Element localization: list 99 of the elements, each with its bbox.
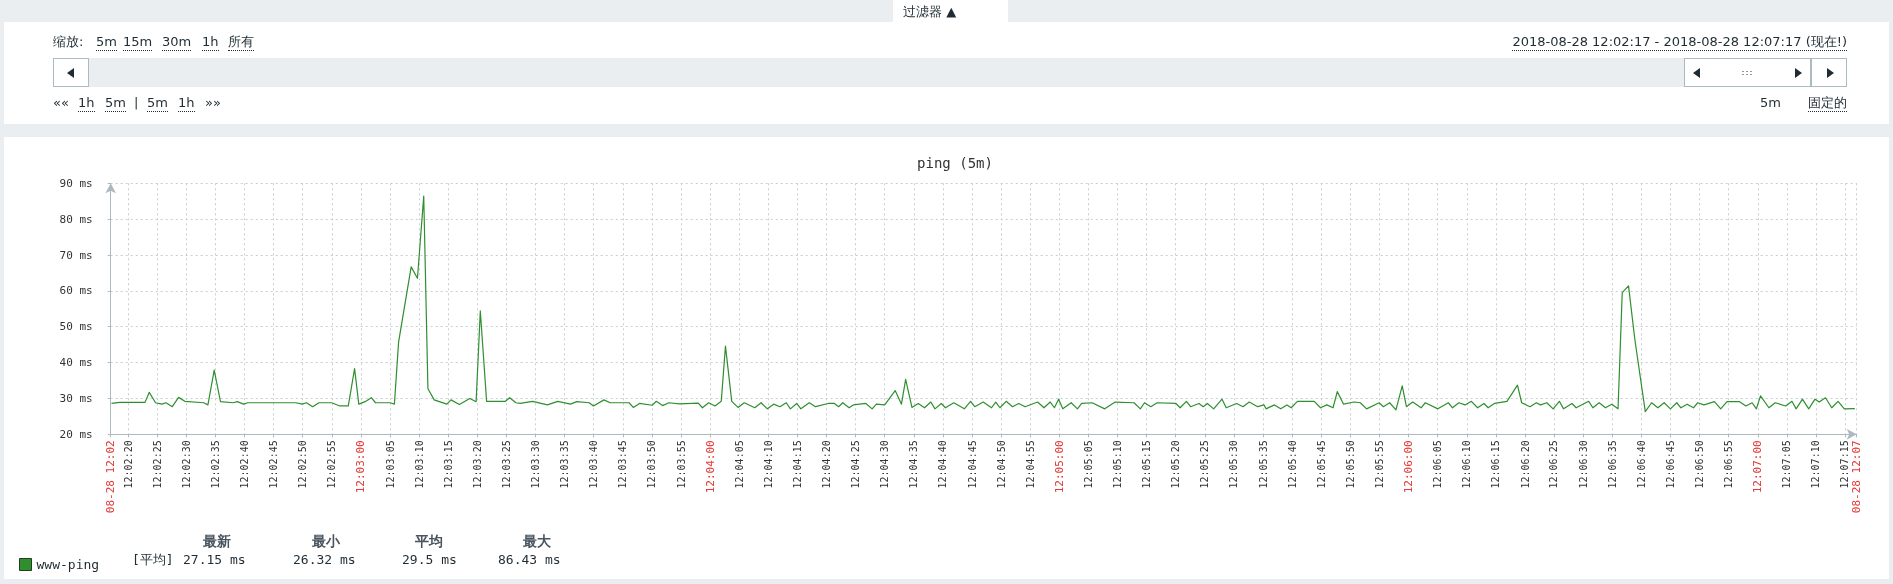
text: | (134, 95, 139, 111)
x-tick-label: 12:06:35 (1606, 440, 1618, 489)
x-tick-label: 12:05:20 (1170, 440, 1182, 489)
text: 缩放: (53, 34, 84, 50)
text: 5m (147, 95, 168, 112)
x-tick-label: 12:03:40 (588, 440, 600, 489)
x-tick-label: 12:04:55 (1024, 440, 1036, 489)
y-tick-label: 20 ms (59, 427, 93, 441)
y-tick-label: 40 ms (59, 356, 93, 370)
x-tick-label: 12:05:30 (1228, 440, 1240, 489)
text: 1h (178, 95, 195, 112)
x-tick-label: 12:02:40 (238, 440, 250, 489)
text: «« (53, 95, 69, 111)
x-tick-label: 12:04:15 (791, 440, 803, 489)
x-tick-label: 12:03:45 (617, 440, 629, 489)
x-tick-label: 08-28 12:02 (104, 440, 118, 514)
y-tick-label: 90 ms (59, 176, 93, 190)
line-series (110, 195, 1856, 413)
text: 5m (96, 34, 117, 51)
y-tick-label: 60 ms (59, 284, 93, 298)
text: [平均] (132, 552, 174, 568)
text: 过滤器 ▲ (903, 4, 957, 20)
x-tick-label: 12:04:35 (908, 440, 920, 489)
x-tick-label: 12:04:10 (762, 440, 774, 489)
text: 15m (123, 34, 153, 51)
x-tick-label: 12:03:55 (675, 440, 687, 489)
x-tick-label: 12:03:35 (559, 440, 571, 489)
x-tick-label: 12:04:45 (966, 440, 978, 489)
text: 最小 (312, 533, 340, 549)
x-tick-label: 12:07:05 (1781, 440, 1793, 489)
text: 最大 (523, 533, 551, 549)
x-tick-label: 12:07:15 (1839, 440, 1851, 489)
text: 30m (162, 34, 192, 51)
x-tick-label: 12:06:15 (1490, 440, 1502, 489)
text: 固定的 (1808, 95, 1847, 112)
x-tick-label: 12:04:05 (733, 440, 745, 489)
x-tick-label: 12:07:00 (1751, 440, 1765, 494)
legend-label: www-ping (36, 557, 100, 572)
x-tick-label: 12:04:25 (850, 440, 862, 489)
text: 2018-08-28 12:02:17 - 2018-08-28 12:07:17 (现在!) (1512, 34, 1847, 51)
x-tick-label: 12:02:45 (268, 440, 279, 489)
x-tick-label: 12:06:30 (1577, 440, 1589, 489)
y-tick-label: 80 ms (59, 212, 93, 226)
x-tick-label: 12:03:20 (471, 440, 483, 489)
x-tick-label: 08-28 12:07 (1850, 440, 1864, 514)
x-tick-label: 12:02:25 (151, 440, 163, 489)
x-tick-label: 12:03:05 (384, 440, 396, 489)
x-tick-label: 12:06:50 (1694, 440, 1706, 489)
x-tick-label: 12:04:30 (879, 440, 891, 489)
x-tick-label: 12:05:35 (1257, 440, 1269, 489)
y-tick-label: 30 ms (59, 391, 93, 405)
text: 最新 (203, 533, 231, 549)
x-tick-label: 12:05:05 (1082, 440, 1094, 489)
x-tick-label: 12:05:50 (1344, 440, 1356, 489)
x-tick-label: 12:03:00 (354, 440, 368, 494)
x-tick-label: 12:03:10 (413, 440, 425, 489)
chart-title: ping (5m) (917, 155, 993, 171)
x-tick-label: 12:03:25 (500, 440, 512, 489)
x-tick-label: 12:02:30 (180, 440, 192, 489)
x-tick-label: 12:06:20 (1519, 440, 1531, 489)
x-tick-label: 12:05:45 (1315, 440, 1327, 489)
x-tick-label: 12:06:00 (1402, 440, 1416, 494)
text: 平均 (415, 533, 443, 549)
text: 5m (1760, 95, 1781, 111)
x-tick-label: 12:02:50 (297, 440, 309, 489)
text: 86.43 ms (498, 552, 561, 568)
x-tick-label: 12:05:15 (1141, 440, 1153, 489)
x-tick-label: 12:06:25 (1548, 440, 1560, 489)
text: 1h (78, 95, 95, 112)
x-tick-label: 12:05:25 (1199, 440, 1211, 489)
x-tick-label: 12:03:50 (646, 440, 658, 489)
x-tick-label: 12:04:20 (820, 440, 832, 489)
x-tick-label: 12:06:05 (1432, 440, 1444, 489)
x-tick-label: 12:04:40 (937, 440, 949, 489)
x-tick-label: 12:04:50 (995, 440, 1007, 489)
x-tick-label: 12:06:55 (1723, 440, 1735, 489)
x-tick-label: 12:04:00 (703, 440, 717, 494)
text: 5m (105, 95, 126, 112)
text: »» (205, 95, 221, 111)
text: 1h (202, 34, 219, 51)
text: 29.5 ms (402, 552, 457, 568)
x-tick-label: 12:07:10 (1810, 440, 1822, 489)
x-tick-label: 12:05:00 (1052, 440, 1066, 494)
text: 所有 (228, 34, 254, 51)
x-tick-label: 12:03:15 (442, 440, 454, 489)
y-tick-label: 70 ms (59, 248, 93, 262)
x-tick-label: 12:06:45 (1664, 440, 1676, 489)
x-tick-label: 12:02:55 (326, 440, 338, 489)
y-tick-label: 50 ms (59, 320, 93, 334)
x-tick-label: 12:05:55 (1373, 440, 1385, 489)
x-tick-label: 12:02:35 (209, 440, 221, 489)
x-tick-label: 12:03:30 (529, 440, 541, 489)
x-tick-label: 12:05:10 (1111, 440, 1123, 489)
x-tick-label: 12:06:40 (1635, 440, 1647, 489)
x-tick-label: 12:02:20 (122, 440, 134, 489)
x-tick-label: 12:05:40 (1286, 440, 1298, 489)
text: 26.32 ms (293, 552, 356, 568)
x-tick-label: 12:06:10 (1461, 440, 1473, 489)
text: 27.15 ms (183, 552, 246, 568)
